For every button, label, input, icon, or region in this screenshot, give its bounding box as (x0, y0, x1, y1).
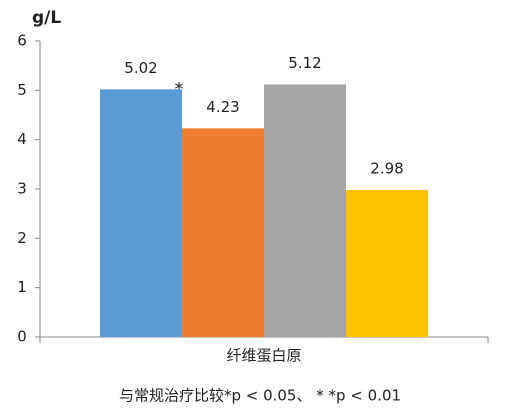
y-axis-label: g/L (32, 8, 61, 28)
data-label: 4.23 (206, 98, 239, 116)
y-tick-label: 2 (17, 229, 27, 247)
y-tick-label: 0 (17, 328, 27, 346)
data-label: 5.02 (124, 59, 157, 77)
bar (182, 128, 264, 337)
footnote: 与常规治疗比较*p < 0.05、 * *p < 0.01 (119, 387, 401, 405)
bar (100, 89, 182, 337)
x-tick-label: 纤维蛋白原 (226, 347, 301, 365)
y-tick-label: 3 (17, 180, 27, 198)
bar (264, 84, 346, 337)
data-label: 2.98 (370, 159, 403, 177)
y-tick-label: 1 (17, 278, 27, 296)
y-tick-label: 6 (17, 32, 27, 50)
data-label: 5.12 (288, 54, 321, 72)
y-tick-label: 5 (17, 81, 27, 99)
bar (346, 189, 428, 337)
y-tick-label: 4 (17, 130, 27, 148)
